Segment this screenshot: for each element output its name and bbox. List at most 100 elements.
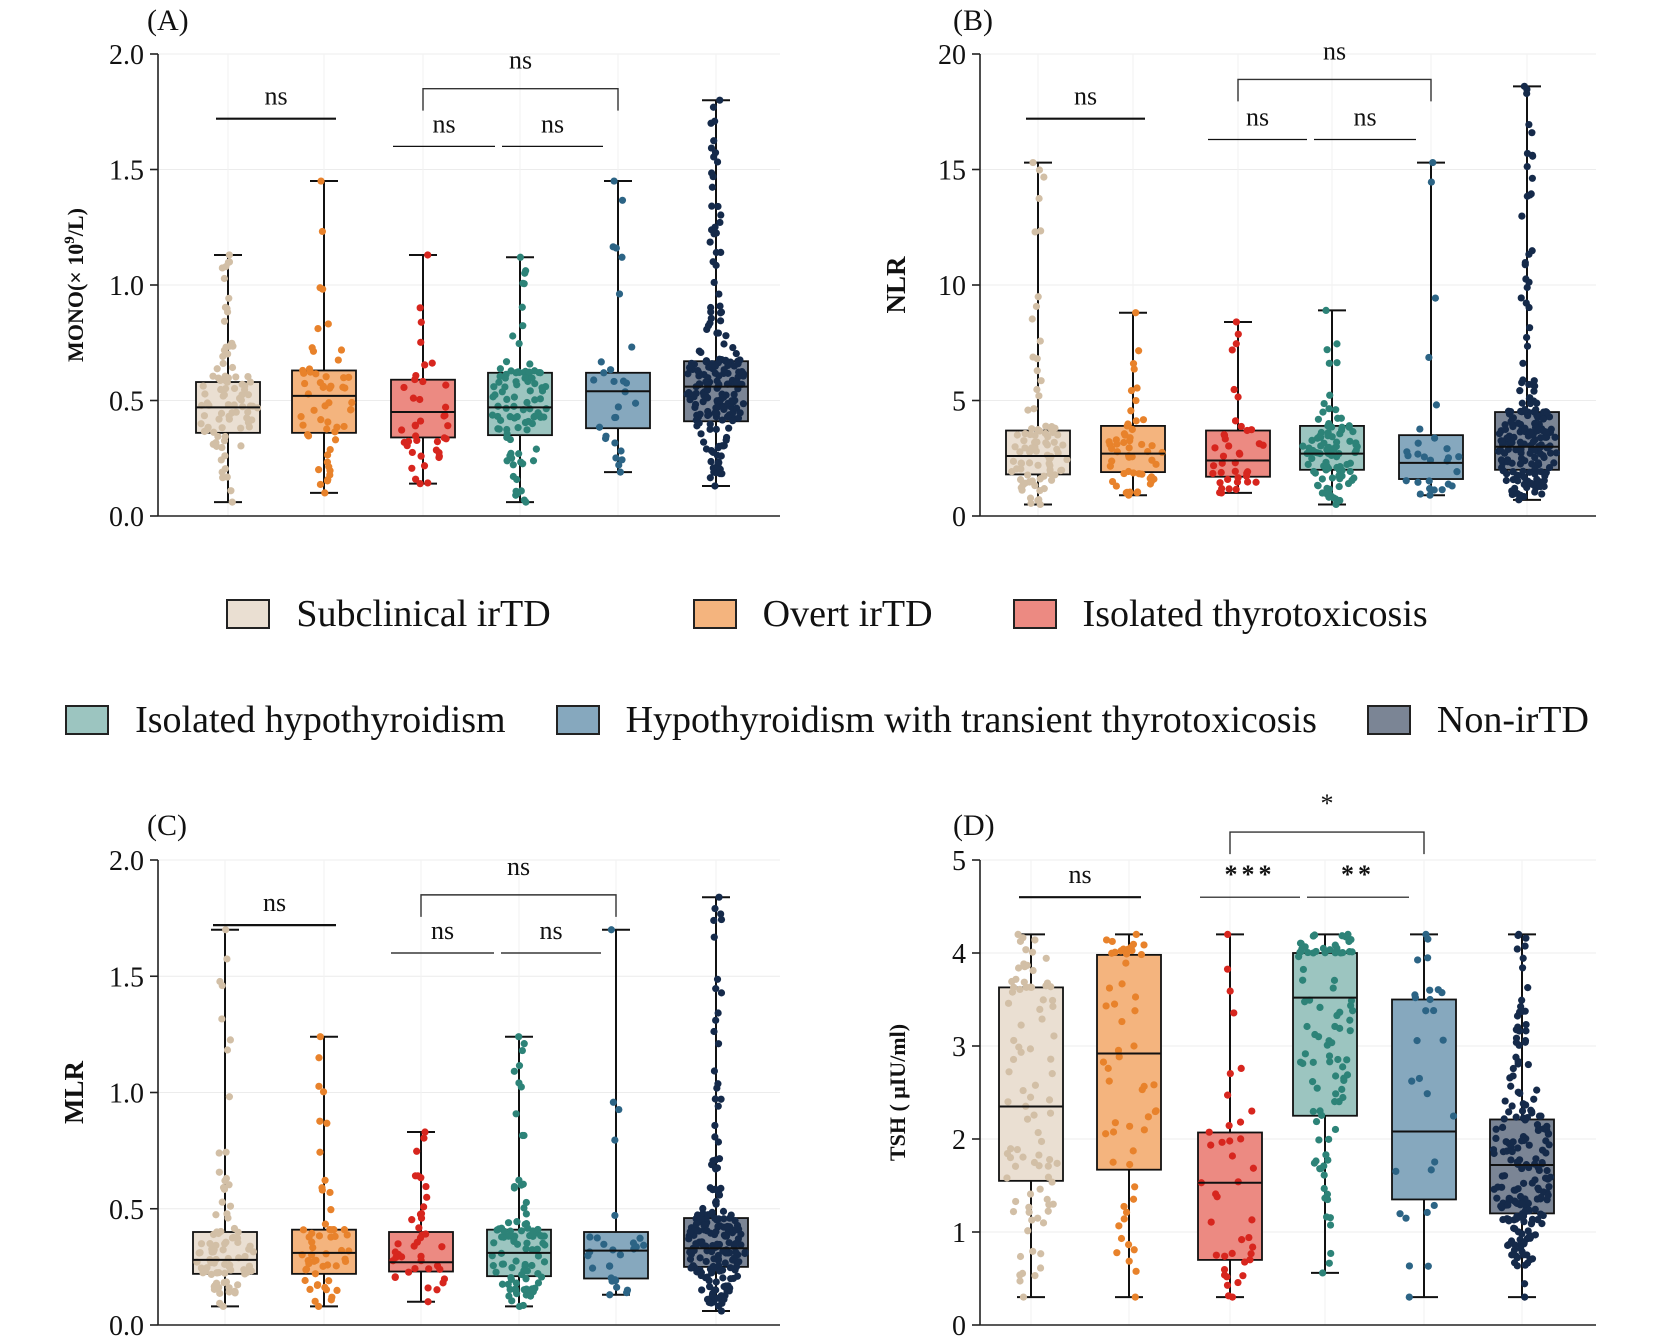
significance-annotation: * — [1229, 789, 1425, 855]
data-point — [416, 1234, 425, 1242]
data-point — [1346, 467, 1354, 476]
data-point — [1217, 468, 1225, 477]
data-point — [702, 445, 711, 453]
data-point — [327, 1296, 335, 1304]
data-point — [246, 1242, 254, 1250]
data-point — [1004, 1098, 1012, 1106]
data-point — [333, 423, 341, 431]
significance-label: ns — [263, 888, 286, 917]
data-point — [1499, 1215, 1507, 1224]
data-point — [1333, 340, 1341, 348]
data-point — [324, 320, 332, 328]
data-point — [1504, 458, 1512, 466]
data-point — [696, 1254, 704, 1262]
data-point — [1016, 985, 1024, 993]
data-point — [348, 398, 356, 407]
data-point — [1332, 1072, 1340, 1080]
data-point — [728, 397, 736, 405]
data-point — [1335, 482, 1343, 491]
data-point — [318, 1184, 326, 1192]
box-5 — [1494, 82, 1560, 504]
data-point — [1040, 485, 1048, 493]
data-point — [315, 1054, 323, 1062]
data-point — [510, 1184, 518, 1192]
data-point — [524, 417, 533, 426]
data-point — [312, 1256, 320, 1264]
data-point — [308, 1238, 316, 1246]
data-point — [1034, 1128, 1042, 1137]
data-point — [207, 1270, 216, 1279]
data-point — [420, 1134, 428, 1142]
significance-label: * — [1321, 789, 1334, 818]
data-point — [1444, 454, 1453, 462]
data-point — [697, 1215, 705, 1224]
data-point — [326, 471, 334, 479]
data-point — [602, 432, 610, 440]
data-point — [1126, 1160, 1134, 1169]
data-point — [212, 1241, 220, 1249]
data-point — [1438, 989, 1446, 997]
y-tick-label: 1 — [952, 1218, 966, 1249]
data-point — [1320, 1184, 1328, 1193]
data-point — [700, 1221, 708, 1229]
data-point — [1139, 416, 1148, 424]
data-point — [710, 916, 718, 925]
data-point — [1326, 1221, 1335, 1229]
data-point — [1029, 158, 1037, 167]
data-point — [513, 413, 521, 421]
data-point — [237, 424, 245, 432]
data-point — [600, 1240, 608, 1248]
data-point — [520, 1286, 528, 1294]
data-point — [400, 438, 408, 446]
data-point — [520, 280, 528, 288]
data-point — [306, 1285, 314, 1294]
data-point — [1424, 1262, 1432, 1270]
data-point — [1521, 1293, 1529, 1301]
data-point — [1108, 457, 1116, 465]
data-point — [714, 1080, 722, 1088]
data-point — [324, 418, 332, 426]
data-point — [1017, 1021, 1025, 1029]
data-point — [1244, 468, 1252, 476]
data-point — [1033, 438, 1041, 446]
data-point — [246, 378, 254, 386]
data-point — [324, 1261, 332, 1269]
data-point — [1133, 384, 1141, 392]
data-point — [1228, 346, 1236, 354]
data-point — [1243, 478, 1252, 486]
data-point — [1325, 1052, 1334, 1060]
data-point — [507, 1275, 516, 1283]
data-point — [1533, 1086, 1541, 1094]
data-point — [720, 340, 728, 348]
data-point — [1128, 946, 1136, 955]
data-point — [1028, 948, 1037, 956]
data-point — [1503, 1147, 1511, 1155]
data-point — [1026, 1190, 1035, 1198]
significance-label: ns — [1074, 82, 1097, 111]
data-point — [1518, 399, 1526, 407]
significance-label: ns — [509, 46, 532, 75]
data-point — [1502, 1138, 1510, 1146]
data-point — [1109, 1128, 1118, 1136]
box-5 — [683, 96, 749, 490]
data-point — [410, 1242, 418, 1250]
data-point — [1531, 1205, 1539, 1213]
data-point — [1507, 1082, 1515, 1090]
data-point — [1126, 1122, 1134, 1130]
data-point — [613, 1283, 621, 1291]
data-point — [1518, 212, 1526, 220]
data-point — [1228, 1152, 1237, 1160]
data-point — [497, 416, 505, 424]
data-point — [611, 1211, 619, 1220]
data-point — [1031, 936, 1039, 944]
data-point — [1531, 1231, 1539, 1239]
data-point — [534, 1252, 543, 1260]
data-point — [197, 420, 205, 428]
data-point — [1520, 1179, 1528, 1187]
data-point — [1025, 459, 1034, 467]
data-point — [1105, 438, 1113, 446]
data-point — [1543, 408, 1551, 417]
data-point — [1231, 417, 1240, 425]
data-point — [1414, 478, 1422, 486]
data-point — [1517, 491, 1525, 499]
